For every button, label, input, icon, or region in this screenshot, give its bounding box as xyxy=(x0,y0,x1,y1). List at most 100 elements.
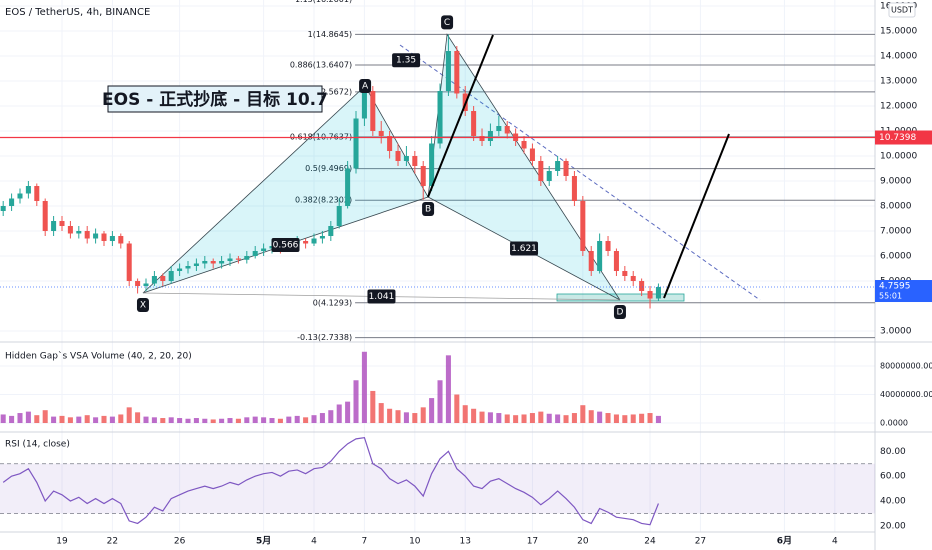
candle-body xyxy=(655,287,661,299)
candle-body xyxy=(361,91,367,119)
volume-bar xyxy=(185,418,191,424)
candle-body xyxy=(378,131,384,136)
point-label: B xyxy=(425,205,431,215)
candle-body xyxy=(395,151,401,161)
volume-bar xyxy=(529,413,535,424)
candle-body xyxy=(17,193,23,199)
volume-bar xyxy=(521,414,527,424)
volume-bar xyxy=(353,380,359,424)
candle-body xyxy=(336,206,342,226)
candle-body xyxy=(51,221,57,231)
volume-bar xyxy=(613,414,619,424)
volume-bar xyxy=(135,412,141,424)
point-box xyxy=(422,202,435,216)
volume-bar xyxy=(513,415,519,424)
candle-body xyxy=(546,171,552,181)
candle-body xyxy=(479,136,485,141)
y-tick-label: 9.0000 xyxy=(880,177,912,187)
candle-body xyxy=(588,251,594,271)
x-tick-label: 5月 xyxy=(256,536,271,547)
volume-bar xyxy=(538,411,544,424)
projection-line xyxy=(663,133,730,299)
candle-body xyxy=(219,261,225,264)
volume-bar xyxy=(269,418,275,424)
ratio-box xyxy=(271,238,300,252)
volume-bar xyxy=(630,414,636,424)
volume-bar xyxy=(219,418,225,424)
ratio-box xyxy=(392,53,421,68)
volume-bar xyxy=(126,407,132,424)
x-tick-label: 26 xyxy=(174,537,186,547)
volume-bar xyxy=(429,398,435,424)
y-tick-label: 10.0000 xyxy=(880,152,917,162)
volume-bar xyxy=(655,415,661,424)
candle-body xyxy=(496,126,502,131)
projection-line xyxy=(427,34,494,198)
candle-body xyxy=(303,241,309,244)
volume-bar xyxy=(345,401,351,424)
volume-bar xyxy=(496,413,502,424)
volume-bar xyxy=(571,413,577,424)
volume-bar xyxy=(403,412,409,424)
volume-bar xyxy=(42,410,48,424)
candle-body xyxy=(252,251,258,256)
candle-body xyxy=(25,186,31,194)
candle-body xyxy=(345,168,351,206)
point-label: C xyxy=(444,18,450,28)
volume-bar xyxy=(454,394,460,424)
candle-body xyxy=(9,198,15,206)
candle-body xyxy=(538,161,544,181)
candle-body xyxy=(101,233,107,241)
volume-bar xyxy=(605,413,611,424)
candle-body xyxy=(647,291,653,299)
candle-body xyxy=(403,156,409,161)
countdown: 55:01 xyxy=(879,292,902,301)
candle-body xyxy=(177,268,183,271)
volume-bar xyxy=(639,413,645,424)
ratio-box xyxy=(510,241,539,256)
volume-bar xyxy=(118,414,124,424)
fib-label: 0.886(13.6407) xyxy=(290,60,352,69)
volume-bar xyxy=(370,390,376,424)
volume-bar xyxy=(17,413,23,424)
volume-bar xyxy=(437,380,443,424)
volume-bar xyxy=(235,418,241,424)
volume-bar xyxy=(471,408,477,424)
y-tick-label: 80000000.0000 xyxy=(880,362,932,371)
volume-bar xyxy=(67,417,73,424)
candle-body xyxy=(235,258,241,260)
volume-bar xyxy=(202,418,208,424)
volume-bar xyxy=(303,417,309,424)
volume-bar xyxy=(546,413,552,424)
point-box xyxy=(136,298,149,312)
chart-title: EOS / TetherUS, 4h, BINANCE xyxy=(5,7,150,18)
volume-bar xyxy=(563,415,569,424)
candle-body xyxy=(168,271,174,281)
y-tick-label: 6.0000 xyxy=(880,252,912,262)
currency-box[interactable] xyxy=(888,2,916,18)
point-label: X xyxy=(140,301,146,311)
volume-bar xyxy=(597,411,603,424)
candle-body xyxy=(84,231,90,239)
candle-body xyxy=(529,148,535,161)
volume-bar xyxy=(311,415,317,424)
candle-body xyxy=(429,143,435,186)
volume-bar xyxy=(227,418,233,424)
volume-bar xyxy=(286,416,292,424)
candle-body xyxy=(445,51,451,91)
candle-body xyxy=(471,111,477,136)
ratio-label: 1.35 xyxy=(396,56,416,66)
y-tick-label: 15.0000 xyxy=(880,27,917,37)
x-tick-label: 13 xyxy=(459,537,470,547)
candle-body xyxy=(151,276,157,284)
candle-body xyxy=(563,161,569,176)
candle-body xyxy=(67,226,73,234)
x-tick-label: 4 xyxy=(311,537,317,547)
volume-bar xyxy=(168,417,174,424)
x-tick-label: 6月 xyxy=(777,536,792,547)
candle-body xyxy=(597,241,603,271)
volume-bar xyxy=(445,355,451,424)
candle-body xyxy=(42,201,48,231)
volume-bar xyxy=(51,416,57,424)
